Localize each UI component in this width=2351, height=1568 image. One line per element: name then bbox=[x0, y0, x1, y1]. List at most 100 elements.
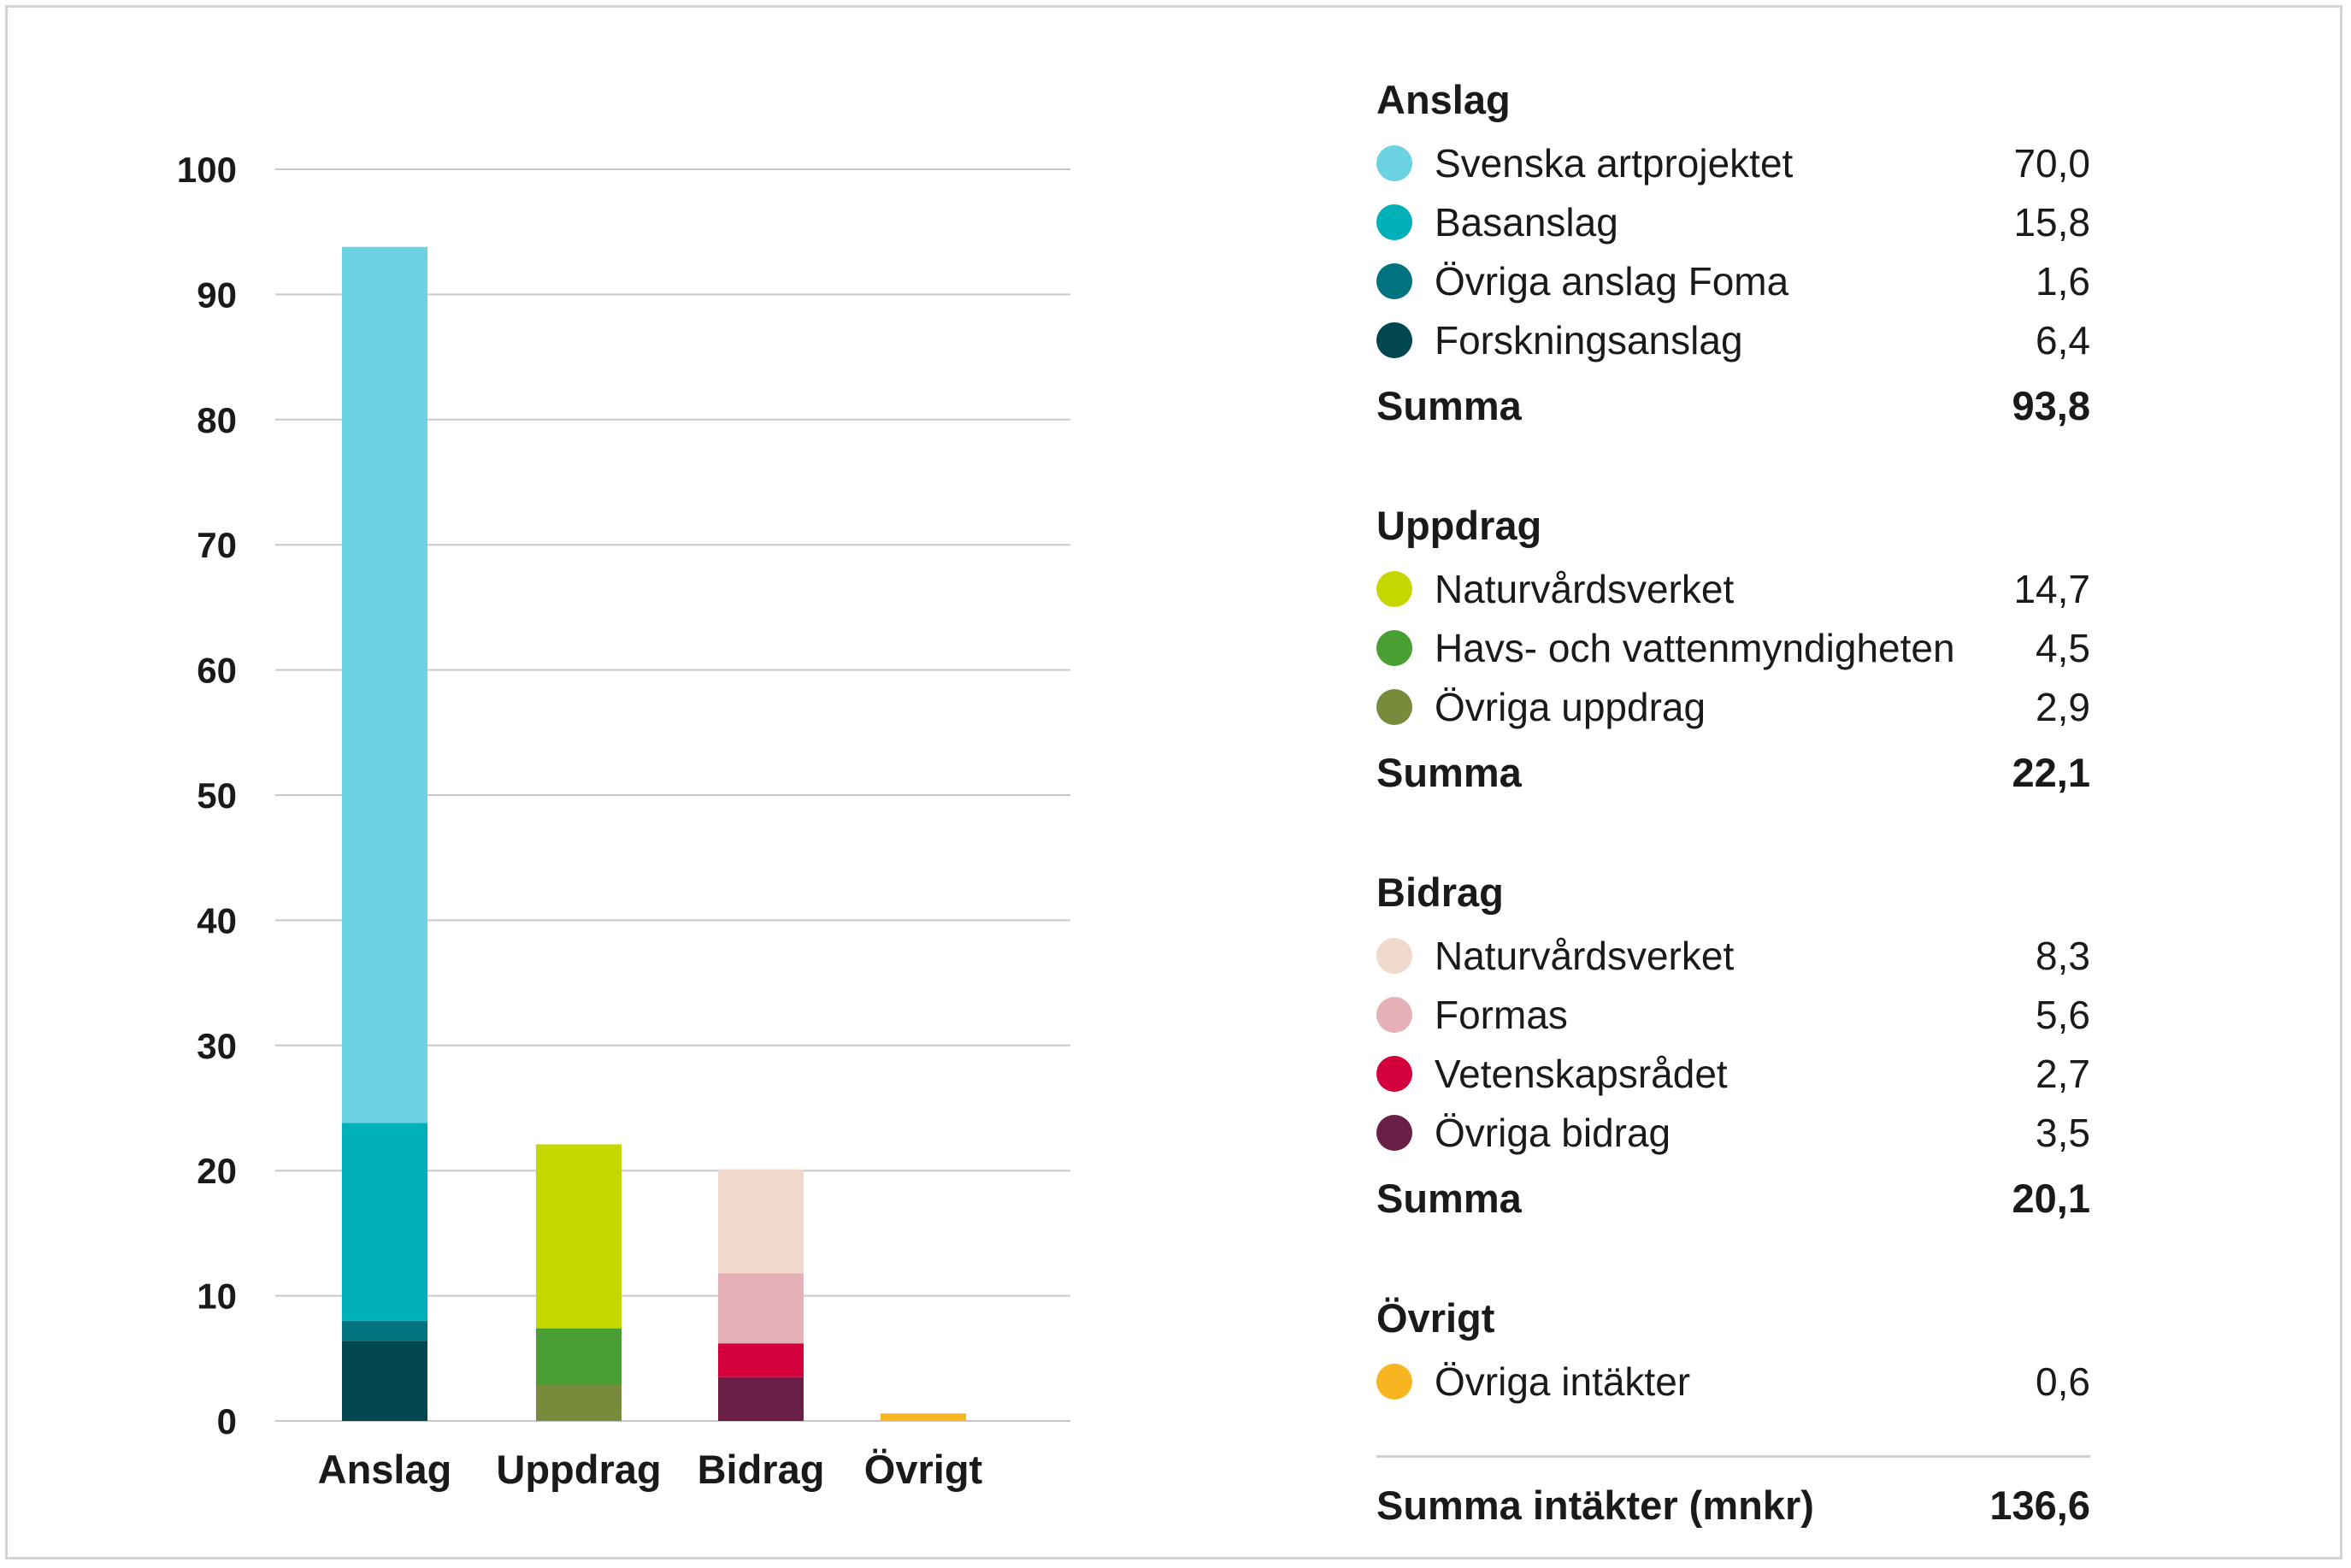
x-category-label: Bidrag bbox=[698, 1447, 825, 1492]
legend-item-value: 70,0 bbox=[2013, 140, 2090, 186]
legend-item-value: 6,4 bbox=[2036, 317, 2090, 363]
legend-item: Övriga intäkter 0,6 bbox=[1376, 1352, 2090, 1411]
bar-segment bbox=[342, 1320, 427, 1341]
legend-group-sum: Summa 20,1 bbox=[1376, 1162, 2090, 1234]
legend-group-title: Anslag bbox=[1376, 77, 1511, 122]
legend-item-value: 3,5 bbox=[2036, 1110, 2090, 1155]
legend-item-value: 15,8 bbox=[2013, 199, 2090, 245]
legend-group-sum: Summa 22,1 bbox=[1376, 736, 2090, 808]
y-tick-label: 20 bbox=[197, 1151, 237, 1191]
legend-dot-icon bbox=[1376, 570, 1412, 607]
legend-dot-icon bbox=[1376, 321, 1412, 358]
sum-value: 22,1 bbox=[2012, 749, 2090, 795]
legend-item: Övriga anslag Foma 1,6 bbox=[1376, 251, 2090, 310]
x-axis-categories: Anslag Uppdrag Bidrag Övrigt bbox=[318, 1447, 983, 1492]
legend-group-sum: Summa 93,8 bbox=[1376, 369, 2090, 441]
legend-item-label: Övriga uppdrag bbox=[1435, 684, 1706, 729]
legend-dot-icon bbox=[1376, 1055, 1412, 1092]
y-tick-label: 60 bbox=[197, 651, 237, 691]
legend-item: Basanslag 15,8 bbox=[1376, 192, 2090, 251]
legend-group-title: Uppdrag bbox=[1376, 503, 1542, 548]
legend-item-value: 4,5 bbox=[2036, 625, 2090, 670]
legend-group-title: Bidrag bbox=[1376, 869, 1504, 915]
bar-segment bbox=[718, 1343, 804, 1377]
sum-label: Summa bbox=[1376, 749, 1522, 795]
legend-item-label: Vetenskapsrådet bbox=[1435, 1051, 1728, 1096]
bar-segment bbox=[881, 1413, 966, 1421]
legend-dot-icon bbox=[1376, 262, 1412, 299]
total-label: Summa intäkter (mnkr) bbox=[1376, 1482, 1814, 1528]
y-tick-label: 10 bbox=[197, 1276, 237, 1317]
y-tick-label: 80 bbox=[197, 400, 237, 440]
sum-value: 20,1 bbox=[2012, 1175, 2090, 1221]
bar-segment bbox=[342, 1341, 427, 1421]
legend-item: Naturvårdsverket 8,3 bbox=[1376, 926, 2090, 985]
legend-item-value: 5,6 bbox=[2036, 992, 2090, 1037]
stacked-bar-chart: 0 10 20 30 40 50 60 70 80 90 100 Anslag Uppdrag Bidr… bbox=[177, 150, 1070, 1492]
legend-total: Summa intäkter (mnkr) 136,6 bbox=[1376, 1455, 2090, 1552]
legend-item: Formas 5,6 bbox=[1376, 985, 2090, 1044]
legend-dot-icon bbox=[1376, 688, 1412, 725]
chart-frame bbox=[5, 5, 2342, 1559]
sum-value: 93,8 bbox=[2012, 382, 2090, 428]
sum-label: Summa bbox=[1376, 382, 1522, 428]
y-tick-label: 100 bbox=[177, 150, 237, 190]
legend-item-value: 14,7 bbox=[2013, 566, 2090, 611]
legend-table: Anslag Svenska artprojektet 70,0 Basanslag 1… bbox=[1376, 67, 2090, 1552]
bar-segment bbox=[536, 1328, 622, 1385]
legend-item-label: Havs- och vattenmyndigheten bbox=[1435, 625, 1955, 670]
legend-item-label: Övriga intäkter bbox=[1435, 1359, 1691, 1404]
legend-group: Anslag Svenska artprojektet 70,0 Basanslag 1… bbox=[1376, 67, 2090, 441]
y-tick-label: 90 bbox=[197, 274, 237, 315]
legend-item-value: 2,9 bbox=[2036, 684, 2090, 729]
legend-item: Havs- och vattenmyndigheten 4,5 bbox=[1376, 618, 2090, 677]
x-category-label: Övrigt bbox=[864, 1447, 983, 1492]
legend-item-value: 8,3 bbox=[2036, 933, 2090, 978]
legend-item-label: Övriga anslag Foma bbox=[1435, 258, 1789, 304]
bar-segment bbox=[536, 1384, 622, 1421]
legend-group: Bidrag Naturvårdsverket 8,3 Formas 5,6 Vetens… bbox=[1376, 859, 2090, 1234]
legend-dot-icon bbox=[1376, 1363, 1412, 1400]
legend-group-title: Övrigt bbox=[1376, 1295, 1495, 1341]
bar-segment bbox=[342, 1123, 427, 1321]
legend-dot-icon bbox=[1376, 144, 1412, 181]
y-tick-label: 0 bbox=[217, 1401, 237, 1441]
x-category-label: Uppdrag bbox=[496, 1447, 661, 1492]
legend-item-value: 1,6 bbox=[2036, 258, 2090, 304]
legend-dot-icon bbox=[1376, 203, 1412, 240]
sum-label: Summa bbox=[1376, 1175, 1522, 1221]
legend-item-label: Basanslag bbox=[1435, 199, 1618, 245]
total-value: 136,6 bbox=[1989, 1482, 2090, 1528]
legend-dot-icon bbox=[1376, 1114, 1412, 1151]
legend-item-value: 2,7 bbox=[2036, 1051, 2090, 1096]
legend-item-label: Naturvårdsverket bbox=[1435, 933, 1735, 978]
legend-group: Uppdrag Naturvårdsverket 14,7 Havs- och vat… bbox=[1376, 492, 2090, 808]
y-tick-label: 70 bbox=[197, 525, 237, 565]
bars bbox=[342, 246, 966, 1421]
x-category-label: Anslag bbox=[318, 1447, 452, 1492]
legend-group: Övrigt Övriga intäkter 0,6 bbox=[1376, 1285, 2090, 1411]
legend-item: Övriga bidrag 3,5 bbox=[1376, 1103, 2090, 1162]
legend-item-label: Svenska artprojektet bbox=[1435, 140, 1794, 186]
legend-item: Naturvårdsverket 14,7 bbox=[1376, 559, 2090, 618]
y-tick-label: 40 bbox=[197, 900, 237, 940]
legend-item-value: 0,6 bbox=[2036, 1359, 2090, 1404]
legend-item-label: Forskningsanslag bbox=[1435, 317, 1743, 363]
bar-segment bbox=[718, 1376, 804, 1421]
legend-item: Forskningsanslag 6,4 bbox=[1376, 310, 2090, 369]
bar-segment bbox=[342, 246, 427, 1123]
y-tick-label: 30 bbox=[197, 1026, 237, 1066]
bar-segment bbox=[718, 1169, 804, 1274]
legend-dot-icon bbox=[1376, 937, 1412, 974]
legend-dot-icon bbox=[1376, 629, 1412, 666]
legend-item-label: Naturvårdsverket bbox=[1435, 566, 1735, 611]
bar-segment bbox=[718, 1273, 804, 1344]
y-tick-label: 50 bbox=[197, 775, 237, 816]
legend-item: Övriga uppdrag 2,9 bbox=[1376, 677, 2090, 736]
legend-item: Svenska artprojektet 70,0 bbox=[1376, 133, 2090, 192]
bar-segment bbox=[536, 1144, 622, 1329]
legend-item-label: Formas bbox=[1435, 992, 1568, 1037]
legend-item: Vetenskapsrådet 2,7 bbox=[1376, 1044, 2090, 1103]
y-axis-ticks: 0 10 20 30 40 50 60 70 80 90 100 bbox=[177, 150, 237, 1441]
legend-dot-icon bbox=[1376, 996, 1412, 1033]
